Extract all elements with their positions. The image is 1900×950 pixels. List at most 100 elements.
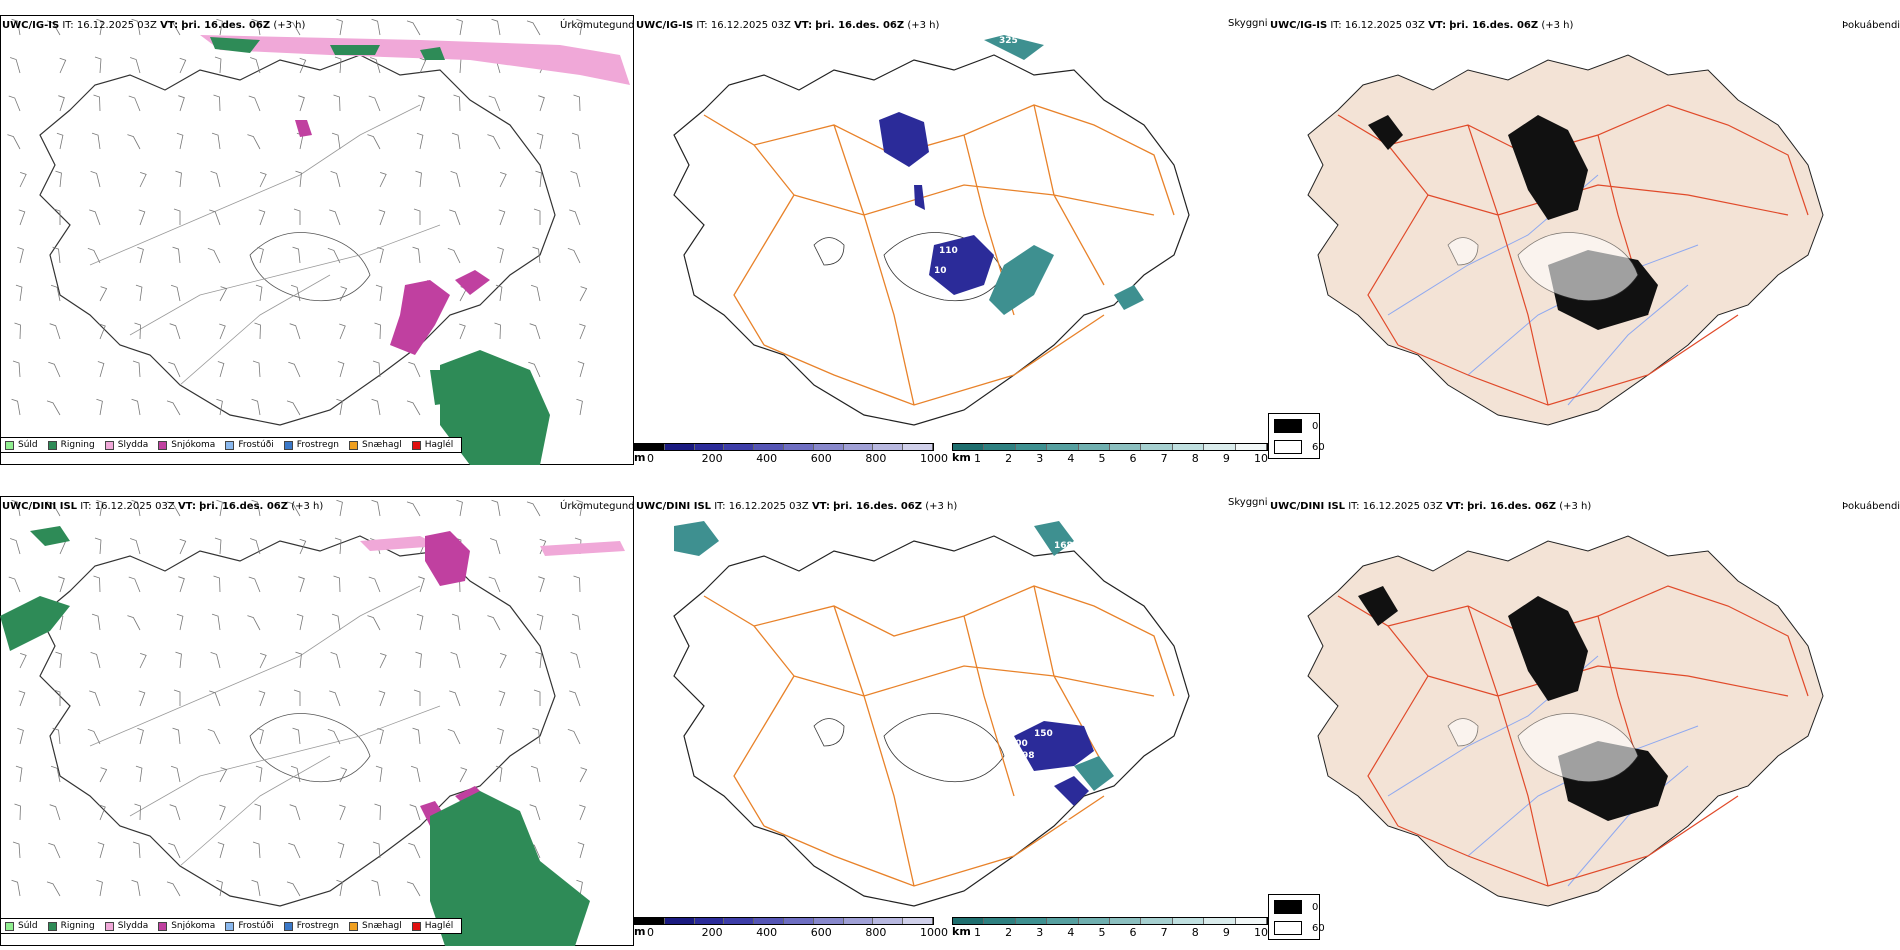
wind-barb: [219, 286, 228, 302]
header-fog-top: UWC/IG-IS IT: 16.12.2025 03Z VT: þri. 16…: [1270, 20, 1574, 31]
wind-barb: [573, 94, 581, 112]
wind-barb: [48, 361, 61, 378]
colorbar-tick: 1: [974, 452, 981, 465]
wind-barb: [372, 841, 381, 859]
wind-barb: [409, 804, 421, 821]
colorbar-strip: [634, 917, 934, 925]
colorbar-segment: [783, 918, 814, 924]
colorbar-segment: [984, 444, 1016, 450]
iceland-outline: [39, 54, 556, 426]
wind-barb: [99, 804, 106, 821]
wind-barb: [250, 538, 261, 555]
wind-barb: [499, 172, 507, 188]
map-frame: [0, 496, 634, 946]
wind-barb: [52, 727, 61, 745]
colorbar-tick: 0: [647, 452, 654, 465]
wind-barb: [175, 651, 182, 669]
wind-barb: [416, 613, 424, 631]
wind-barb: [12, 841, 21, 859]
wind-barb: [576, 18, 583, 36]
wind-barb: [530, 765, 541, 783]
vis-value-labels: 168 100 150 98 74: [1009, 541, 1077, 829]
legend-label: Frostregn: [296, 921, 340, 931]
wind-barb: [375, 284, 383, 302]
wind-barb: [295, 651, 302, 669]
wind-barb: [295, 170, 302, 188]
legend-swatch: [411, 921, 421, 931]
legend-item-4: Frostúði: [225, 440, 274, 450]
snow-area: [295, 120, 490, 355]
colorbar-tick: 8: [1191, 926, 1199, 939]
wind-barb: [49, 804, 61, 821]
colorbar-segment: [1204, 444, 1236, 450]
wind-barb: [166, 501, 181, 517]
wind-barb: [331, 613, 341, 631]
legend-swatch: [225, 921, 235, 931]
wind-barb: [288, 361, 301, 378]
wind-barb: [169, 323, 181, 340]
wind-barb: [58, 95, 65, 112]
legend-label: Frostregn: [296, 440, 340, 450]
colorbar-tick: 3: [1036, 452, 1044, 465]
wind-barb: [251, 398, 261, 416]
wind-barb: [49, 323, 61, 340]
glacier-outline: [813, 713, 1005, 783]
title-fog-bottom: Þokuábendi: [1842, 501, 1900, 512]
wind-barb: [257, 247, 264, 264]
fog-roads: [1337, 104, 1809, 406]
wind-barb: [418, 576, 425, 593]
colorbar-tick: 10: [1254, 452, 1268, 465]
fog-legend-item: 0: [1274, 900, 1318, 914]
glacier-outline: [249, 713, 371, 783]
wind-barb: [447, 248, 461, 264]
legend-item-1: Rigning: [47, 921, 95, 931]
vis-value-label: 325: [999, 36, 1018, 46]
wind-barb: [258, 209, 266, 226]
wind-barb: [15, 765, 23, 783]
wind-barb: [93, 575, 101, 593]
colorbar-unit: km: [952, 451, 971, 464]
colorbar-tick: 7: [1160, 926, 1168, 939]
colorbar-segment: [953, 444, 985, 450]
wind-barb: [90, 652, 101, 669]
colorbar-tick: 0: [647, 926, 654, 939]
wind-barb: [11, 499, 21, 517]
wind-barb: [577, 361, 585, 378]
wind-barb: [168, 842, 181, 859]
wind-barb: [50, 284, 61, 302]
wind-barb: [299, 538, 307, 555]
wind-barb: [286, 400, 301, 416]
colorbar-tick: 1000: [920, 926, 948, 939]
wind-barb: [334, 56, 342, 74]
wind-barb: [406, 501, 421, 517]
wind-barb: [286, 881, 301, 897]
wind-barb: [488, 95, 501, 112]
legend-label: Snjókoma: [171, 440, 216, 450]
legend-item-2: Slydda: [104, 440, 148, 450]
legend-label: Rigning: [60, 921, 95, 931]
legend-item-2: Slydda: [104, 921, 148, 931]
wind-barb: [488, 576, 501, 593]
wind-barb: [337, 361, 345, 378]
legend-label: Frostúði: [238, 440, 274, 450]
wind-barb: [139, 653, 147, 669]
wind-barb: [207, 729, 221, 745]
wind-barb: [331, 132, 341, 150]
wind-barb: [497, 247, 504, 264]
colorbar-segment: [1015, 918, 1048, 924]
wind-barb: [570, 171, 581, 188]
wind-barb: [178, 95, 185, 112]
wind-barb: [579, 804, 586, 821]
wind-barb: [207, 248, 221, 264]
vis-value-label: 150: [1034, 729, 1053, 739]
colorbar-tick: 3: [1036, 926, 1044, 939]
wind-barb: [11, 879, 21, 897]
wind-barb: [216, 879, 223, 897]
wind-barb: [491, 18, 501, 36]
wind-barb: [336, 499, 343, 517]
wind-barb: [447, 729, 461, 745]
wind-barb: [8, 95, 21, 112]
legend-item-5: Frostregn: [283, 921, 340, 931]
colorbar-segment: [873, 444, 904, 450]
wind-barb: [259, 653, 267, 669]
